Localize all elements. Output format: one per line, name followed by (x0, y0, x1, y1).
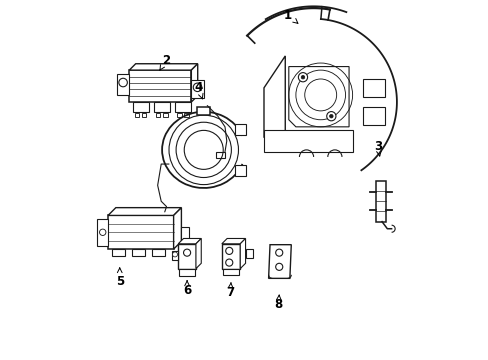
Text: 5: 5 (115, 268, 123, 288)
Polygon shape (108, 208, 181, 215)
Polygon shape (363, 107, 384, 125)
Circle shape (193, 83, 202, 91)
Polygon shape (117, 74, 129, 95)
Polygon shape (222, 238, 245, 244)
Circle shape (298, 73, 307, 82)
Polygon shape (264, 130, 352, 152)
Text: 7: 7 (226, 283, 234, 299)
Bar (134, 113, 139, 117)
Bar (97, 219, 108, 246)
Bar (235, 124, 245, 135)
Circle shape (183, 249, 190, 256)
Polygon shape (173, 208, 181, 249)
Circle shape (329, 114, 332, 118)
Polygon shape (264, 56, 285, 138)
Polygon shape (288, 67, 348, 127)
Circle shape (119, 78, 127, 87)
Bar (132, 249, 145, 256)
Polygon shape (191, 64, 197, 102)
Text: 2: 2 (160, 54, 169, 70)
Bar (178, 244, 196, 269)
Bar (197, 107, 210, 115)
Circle shape (225, 259, 232, 266)
Circle shape (100, 229, 106, 235)
Bar (159, 212, 169, 220)
Bar (216, 152, 224, 158)
Polygon shape (129, 70, 191, 102)
Circle shape (275, 249, 282, 256)
Polygon shape (154, 102, 170, 112)
Bar (223, 269, 239, 275)
Bar (179, 269, 195, 276)
Bar (142, 113, 146, 117)
Text: 6: 6 (183, 281, 191, 297)
Text: 1: 1 (284, 9, 297, 23)
Polygon shape (191, 80, 203, 99)
Bar (177, 113, 182, 117)
Text: 4: 4 (194, 81, 203, 99)
Bar (111, 249, 125, 256)
Polygon shape (129, 64, 197, 70)
Polygon shape (363, 79, 384, 97)
Polygon shape (175, 102, 191, 112)
Circle shape (275, 263, 282, 270)
Polygon shape (196, 238, 201, 269)
Bar (108, 215, 173, 249)
Circle shape (326, 112, 335, 121)
Bar (235, 165, 245, 176)
Polygon shape (133, 102, 148, 112)
Bar (152, 249, 165, 256)
Text: 8: 8 (274, 295, 282, 311)
Circle shape (172, 252, 177, 257)
Bar (245, 249, 252, 258)
Text: 3: 3 (373, 140, 382, 156)
Circle shape (301, 76, 304, 79)
Circle shape (225, 247, 232, 255)
Bar (163, 113, 167, 117)
Polygon shape (240, 238, 245, 269)
Bar (375, 181, 386, 222)
Bar (171, 251, 178, 260)
Bar (222, 244, 240, 269)
Bar (184, 113, 188, 117)
Polygon shape (268, 245, 291, 278)
Bar (181, 227, 189, 241)
Bar (156, 113, 160, 117)
Polygon shape (178, 238, 201, 244)
